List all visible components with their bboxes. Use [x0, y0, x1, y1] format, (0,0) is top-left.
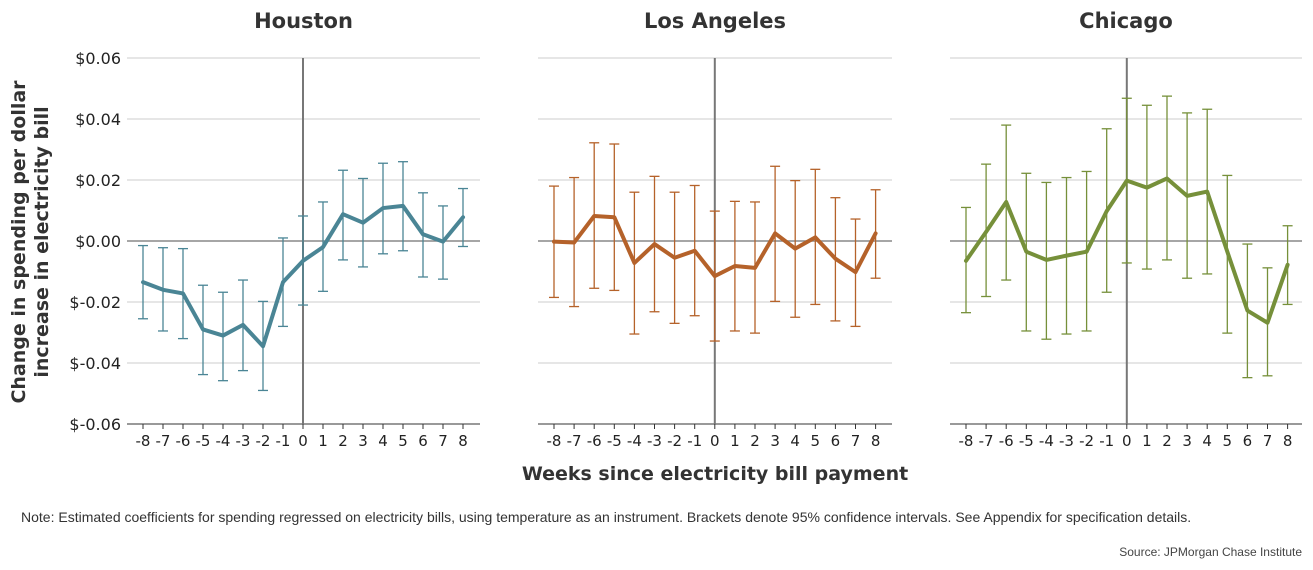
x-tick-label: 8 — [1283, 432, 1293, 450]
x-tick-label: -5 — [607, 432, 622, 450]
y-tick-label: $-0.04 — [69, 354, 121, 373]
x-tick-label: 4 — [1202, 432, 1212, 450]
panel-title: Los Angeles — [644, 9, 786, 33]
x-tick-label: 2 — [750, 432, 760, 450]
chart-figure: $0.06 $0.04 $0.02 $0.00 $-0.02 $-0.04 $-0.06 H… — [8, 9, 1302, 485]
x-tick-label: 2 — [338, 432, 348, 450]
x-tick-label: 1 — [318, 432, 328, 450]
x-axis-label: Weeks since electricity bill payment — [522, 463, 908, 485]
x-tick-label: 6 — [1243, 432, 1253, 450]
x-tick-label: 8 — [871, 432, 881, 450]
x-tick-label: -4 — [216, 432, 231, 450]
x-tick-label: 5 — [811, 432, 821, 450]
x-tick-label: 7 — [438, 432, 448, 450]
y-axis-label-line-1: Change in spending per dollar — [8, 80, 30, 404]
x-tick-label: 2 — [1162, 432, 1172, 450]
panel-title: Chicago — [1079, 9, 1173, 33]
chart-source: Source: JPMorgan Chase Institute — [1119, 545, 1302, 559]
x-tick-label: 5 — [1223, 432, 1233, 450]
x-tick-label: -1 — [1099, 432, 1114, 450]
x-tick-label: 1 — [730, 432, 740, 450]
panel-los-angeles: Los Angeles -8 -7 -6 -5 -4 -3 -2 -1 0 1 2 3 4 5 6 7 8 — [538, 9, 892, 450]
x-tick-label: 4 — [790, 432, 800, 450]
x-tick-label: -1 — [687, 432, 702, 450]
x-tick-label: -7 — [156, 432, 171, 450]
series-line — [141, 203, 465, 349]
panel-houston: Houston -8 -7 -6 -5 -4 -3 -2 -1 0 1 2 3 4 5 6 7 8 — [127, 9, 480, 450]
y-tick-label: $-0.02 — [69, 293, 121, 312]
x-tick-label: -8 — [959, 432, 974, 450]
x-tick-label: -6 — [176, 432, 191, 450]
x-tick-label: -5 — [196, 432, 211, 450]
x-tick-label: 0 — [710, 432, 720, 450]
x-tick-label: -5 — [1019, 432, 1034, 450]
x-tick-label: 0 — [298, 432, 308, 450]
panel-title: Houston — [254, 9, 353, 33]
x-tick-label: -3 — [647, 432, 662, 450]
x-tick-label: -2 — [667, 432, 682, 450]
y-axis-label-line-2: increase in electricity bill — [31, 106, 53, 377]
x-tick-label: 7 — [1263, 432, 1273, 450]
x-tick-label: -2 — [1079, 432, 1094, 450]
y-axis-tick-labels: $0.06 $0.04 $0.02 $0.00 $-0.02 $-0.04 $-0.06 — [69, 49, 121, 434]
x-tick-label: -6 — [587, 432, 602, 450]
y-tick-label: $0.00 — [75, 232, 121, 251]
x-tick-label: 6 — [831, 432, 841, 450]
y-tick-label: $0.04 — [75, 110, 121, 129]
x-tick-label: 0 — [1122, 432, 1132, 450]
x-tick-label: -2 — [256, 432, 271, 450]
x-tick-label: 7 — [851, 432, 861, 450]
x-tick-label: -4 — [627, 432, 642, 450]
x-tick-label: -6 — [999, 432, 1014, 450]
x-tick-label: -8 — [547, 432, 562, 450]
x-tick-label: 5 — [398, 432, 408, 450]
x-tick-label: 1 — [1142, 432, 1152, 450]
x-tick-label: 3 — [770, 432, 780, 450]
y-tick-label: $0.06 — [75, 49, 121, 68]
x-tick-label: 8 — [458, 432, 468, 450]
x-tick-label: -7 — [567, 432, 582, 450]
x-tick-label: -7 — [979, 432, 994, 450]
x-tick-label: -1 — [276, 432, 291, 450]
x-tick-label: 3 — [1182, 432, 1192, 450]
panel-chicago: Chicago -8 -7 -6 -5 -4 -3 -2 -1 0 1 2 3 4 5 6 7 8 — [950, 9, 1302, 450]
x-tick-label: 3 — [358, 432, 368, 450]
x-tick-label: -8 — [136, 432, 151, 450]
x-tick-label: -4 — [1039, 432, 1054, 450]
y-tick-label: $0.02 — [75, 171, 121, 190]
x-tick-label: -3 — [236, 432, 251, 450]
chart-note: Note: Estimated coefficients for spendin… — [21, 509, 1192, 525]
series-line — [964, 176, 1290, 325]
x-tick-label: 4 — [378, 432, 388, 450]
y-tick-label: $-0.06 — [69, 415, 121, 434]
x-tick-label: -3 — [1059, 432, 1074, 450]
x-tick-label: 6 — [418, 432, 428, 450]
series-line — [552, 213, 878, 279]
